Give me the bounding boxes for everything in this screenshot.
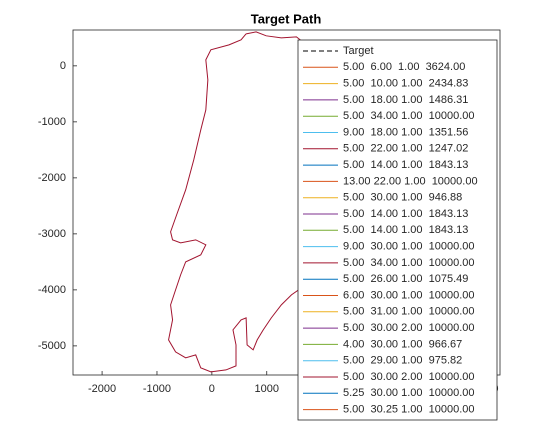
y-tick-label: -5000 — [38, 340, 66, 352]
legend-label: Target — [343, 45, 374, 57]
legend-label: 9.00 18.00 1.00 1351.56 — [343, 126, 468, 138]
legend-label: 5.00 14.00 1.00 1843.13 — [343, 159, 468, 171]
x-tick-label: 0 — [209, 383, 215, 395]
legend-label: 5.00 14.00 1.00 1843.13 — [343, 224, 468, 236]
legend-label: 5.00 34.00 1.00 10000.00 — [343, 110, 475, 122]
legend-label: 5.25 30.00 1.00 10000.00 — [343, 387, 475, 399]
y-tick-label: -1000 — [38, 116, 66, 128]
legend-label: 5.00 34.00 1.00 10000.00 — [343, 257, 475, 269]
x-tick-label: -1000 — [143, 383, 171, 395]
legend-label: 5.00 14.00 1.00 1843.13 — [343, 208, 468, 220]
legend-label: 6.00 30.00 1.00 10000.00 — [343, 289, 475, 301]
legend-label: 5.00 18.00 1.00 1486.31 — [343, 94, 468, 106]
legend-label: 5.00 30.00 2.00 10000.00 — [343, 322, 475, 334]
x-tick-label: 1000 — [254, 383, 278, 395]
legend-label: 5.00 22.00 1.00 1247.02 — [343, 143, 468, 155]
x-tick-label: -2000 — [88, 383, 116, 395]
y-tick-label: -2000 — [38, 172, 66, 184]
legend-label: 5.00 6.00 1.00 3624.00 — [343, 61, 465, 73]
legend-label: 9.00 30.00 1.00 10000.00 — [343, 241, 475, 253]
legend-label: 5.00 26.00 1.00 1075.49 — [343, 273, 468, 285]
chart-title: Target Path — [251, 11, 322, 26]
legend-label: 5.00 30.00 1.00 946.88 — [343, 192, 462, 204]
legend-label: 5.00 30.00 2.00 10000.00 — [343, 371, 475, 383]
legend-label: 5.00 10.00 1.00 2434.83 — [343, 78, 468, 90]
legend-label: 4.00 30.00 1.00 966.67 — [343, 338, 462, 350]
legend-label: 13.00 22.00 1.00 10000.00 — [343, 175, 478, 187]
y-tick-label: -3000 — [38, 228, 66, 240]
legend-label: 5.00 30.25 1.00 10000.00 — [343, 404, 475, 416]
legend-label: 5.00 29.00 1.00 975.82 — [343, 355, 462, 367]
legend-label: 5.00 31.00 1.00 10000.00 — [343, 306, 475, 318]
y-tick-label: 0 — [60, 60, 66, 72]
y-tick-label: -4000 — [38, 284, 66, 296]
